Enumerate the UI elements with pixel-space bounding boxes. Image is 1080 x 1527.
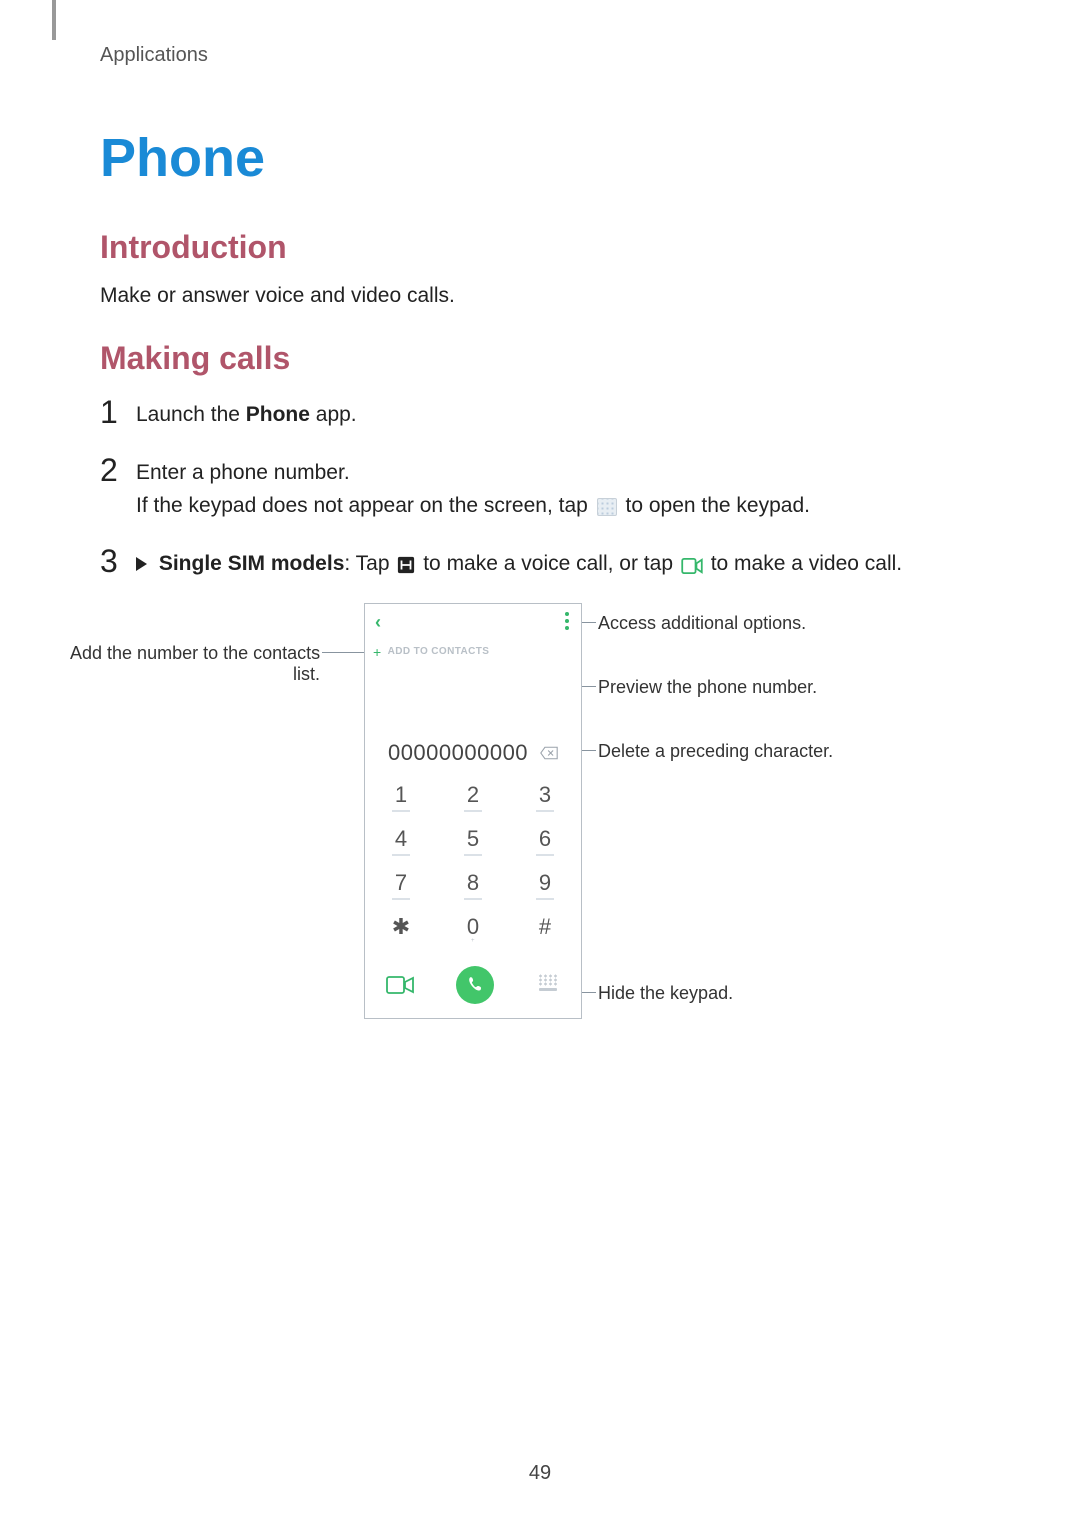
- step-1: 1 Launch the Phone app.: [100, 395, 980, 432]
- phone-number-display: 00000000000: [388, 740, 528, 766]
- text: app.: [310, 403, 357, 426]
- text: to make a voice call, or tap: [423, 552, 679, 575]
- page-content: Applications Phone Introduction Make or …: [0, 0, 1080, 1043]
- call-button[interactable]: [456, 966, 494, 1004]
- keypad-icon: [596, 496, 618, 518]
- text: Launch the: [136, 403, 246, 426]
- bold-text: Single SIM models: [159, 552, 345, 575]
- text: : Tap: [344, 552, 395, 575]
- key-2[interactable]: 2: [437, 782, 509, 812]
- add-to-contacts-label: ADD TO CONTACTS: [388, 646, 490, 657]
- bold-text: Phone: [246, 403, 310, 426]
- key-8[interactable]: 8: [437, 870, 509, 900]
- key-star[interactable]: ✱: [365, 914, 437, 944]
- video-call-button[interactable]: [386, 975, 414, 995]
- text: If the keypad does not appear on the scr…: [136, 494, 594, 517]
- video-call-inline-icon: [681, 558, 703, 574]
- more-options-icon[interactable]: [565, 612, 569, 630]
- callout-delete: Delete a preceding character.: [598, 741, 833, 762]
- key-7[interactable]: 7: [365, 870, 437, 900]
- steps-list: 1 Launch the Phone app. 2 Enter a phone …: [100, 395, 980, 581]
- back-icon[interactable]: ‹: [375, 612, 381, 633]
- page-title: Phone: [100, 127, 980, 189]
- page-number: 49: [0, 1462, 1080, 1485]
- text: Enter a phone number.: [136, 461, 350, 484]
- key-6[interactable]: 6: [509, 826, 581, 856]
- hide-keypad-button[interactable]: [536, 974, 560, 996]
- plus-icon: +: [373, 644, 382, 660]
- step-number: 2: [100, 453, 136, 488]
- key-5[interactable]: 5: [437, 826, 509, 856]
- voice-call-inline-icon: [397, 556, 415, 574]
- number-row: 00000000000: [365, 740, 581, 766]
- step-body: Single SIM models: Tap to make a voice c…: [136, 544, 902, 581]
- callout-options: Access additional options.: [598, 613, 806, 634]
- add-to-contacts-button[interactable]: + ADD TO CONTACTS: [373, 644, 489, 660]
- step-2: 2 Enter a phone number. If the keypad do…: [100, 453, 980, 522]
- breadcrumb: Applications: [100, 44, 980, 67]
- dialer-bottom-row: [365, 966, 581, 1004]
- intro-text: Make or answer voice and video calls.: [100, 280, 980, 312]
- key-0[interactable]: 0+: [437, 914, 509, 944]
- text: to make a video call.: [711, 552, 902, 575]
- callout-hide-keypad: Hide the keypad.: [598, 983, 733, 1004]
- step-body: Enter a phone number. If the keypad does…: [136, 453, 810, 522]
- play-arrow-icon: [136, 557, 147, 571]
- key-9[interactable]: 9: [509, 870, 581, 900]
- tab-mark: [52, 0, 56, 40]
- key-4[interactable]: 4: [365, 826, 437, 856]
- key-hash[interactable]: #: [509, 914, 581, 944]
- step-number: 1: [100, 395, 136, 430]
- step-body: Launch the Phone app.: [136, 395, 357, 432]
- phone-topbar: ‹: [365, 604, 581, 640]
- dialer-keypad: 1 2 3 4 5 6 7 8 9 ✱ 0+ #: [365, 782, 581, 944]
- key-1[interactable]: 1: [365, 782, 437, 812]
- phone-diagram: Add the number to the contactslist. Acce…: [100, 603, 980, 1043]
- backspace-icon[interactable]: [540, 746, 558, 760]
- key-3[interactable]: 3: [509, 782, 581, 812]
- step-number: 3: [100, 544, 136, 579]
- callout-add-contacts: Add the number to the contactslist.: [70, 643, 320, 685]
- step-3: 3 Single SIM models: Tap to make a voice…: [100, 544, 980, 581]
- callout-preview: Preview the phone number.: [598, 677, 817, 698]
- text: to open the keypad.: [626, 494, 810, 517]
- section-making-calls: Making calls: [100, 340, 980, 377]
- section-introduction: Introduction: [100, 229, 980, 266]
- phone-mockup: ‹ + ADD TO CONTACTS 00000000000 1 2 3 4 …: [364, 603, 582, 1019]
